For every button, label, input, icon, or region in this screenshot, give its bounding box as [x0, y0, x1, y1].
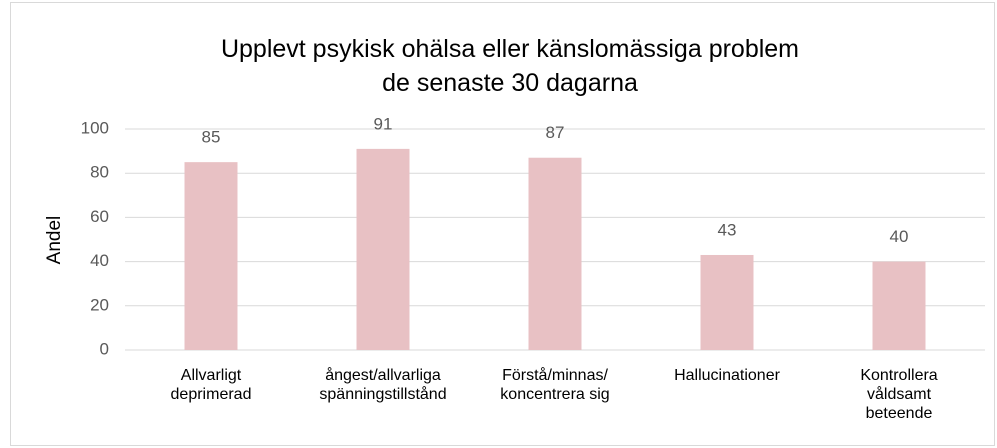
bar	[528, 157, 582, 350]
chart-title: Upplevt psykisk ohälsa eller känslomässi…	[220, 35, 800, 97]
y-tick-label: 0	[100, 339, 109, 358]
bar	[184, 162, 238, 350]
y-tick-label: 20	[90, 295, 109, 314]
x-tick-label: Kontrollera våldsamt beteende	[860, 367, 938, 422]
value-label: 85	[202, 128, 221, 147]
bar	[872, 261, 926, 350]
value-label: 43	[718, 220, 737, 239]
y-tick-label: 60	[90, 207, 109, 226]
bar	[700, 254, 754, 350]
value-label: 40	[890, 227, 909, 246]
value-label: 87	[546, 123, 565, 142]
x-tick-label: Hallucinationer	[674, 367, 780, 384]
x-tick-label: Förstå/minnas/ koncentrera sig	[500, 367, 610, 403]
y-tick-label: 80	[90, 163, 109, 182]
x-tick-label: Allvarligt deprimerad	[170, 367, 252, 403]
chart-border	[10, 2, 995, 446]
y-tick-label: 40	[90, 251, 109, 270]
x-tick-label: ångest/allvarliga spänningstillstånd	[319, 367, 447, 403]
value-label: 91	[374, 114, 393, 133]
y-axis-label: Andel	[44, 216, 65, 265]
bar	[356, 148, 410, 350]
y-tick-label: 100	[81, 118, 109, 137]
